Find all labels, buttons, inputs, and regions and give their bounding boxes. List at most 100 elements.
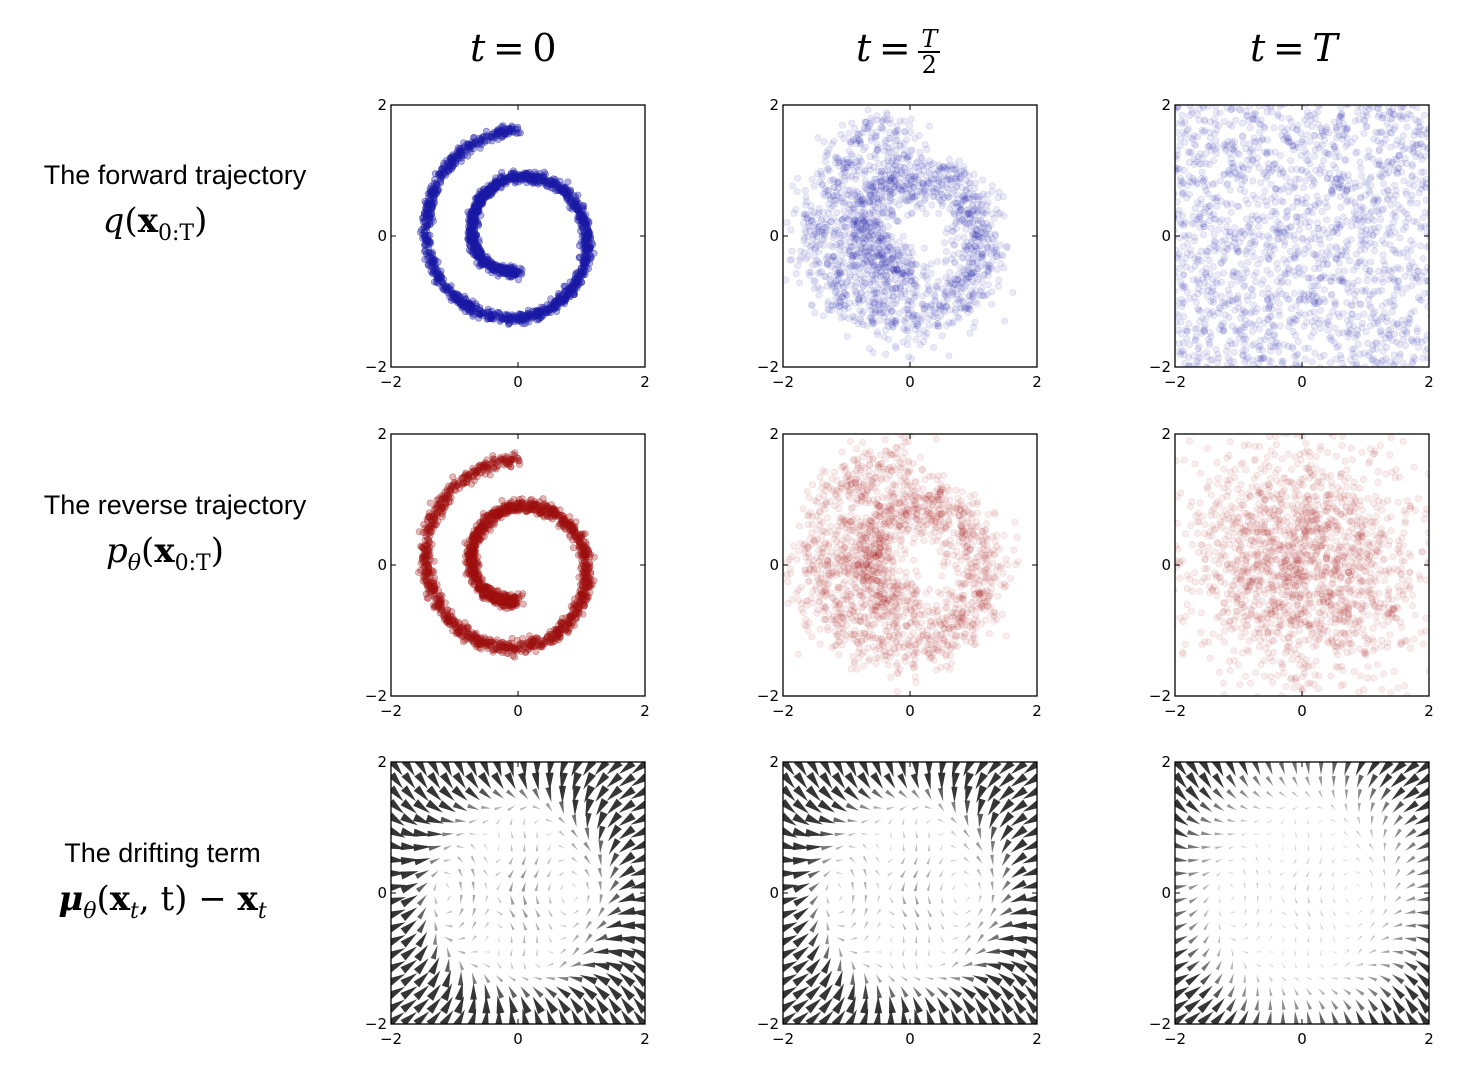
scatter-point bbox=[557, 299, 565, 307]
scatter-point bbox=[469, 225, 477, 233]
scatter-point bbox=[852, 217, 860, 225]
scatter-point bbox=[426, 188, 434, 196]
scatter-point bbox=[577, 212, 585, 220]
scatter-point bbox=[899, 338, 907, 346]
scatter-point bbox=[913, 311, 921, 319]
scatter-point bbox=[554, 296, 562, 304]
scatter-point bbox=[581, 243, 589, 251]
scatter-point bbox=[1398, 289, 1406, 297]
scatter-point bbox=[490, 181, 498, 189]
scatter-point bbox=[476, 199, 484, 207]
scatter-point bbox=[1287, 157, 1295, 165]
scatter-point bbox=[475, 221, 483, 229]
scatter-point bbox=[825, 261, 833, 269]
scatter-point bbox=[511, 176, 519, 184]
scatter-point bbox=[446, 154, 454, 162]
scatter-point bbox=[932, 179, 940, 187]
scatter-point bbox=[811, 309, 819, 317]
scatter-point bbox=[578, 232, 586, 240]
scatter-point bbox=[574, 213, 582, 221]
scatter-point bbox=[504, 174, 512, 182]
scatter-point bbox=[903, 314, 911, 322]
scatter-point bbox=[564, 291, 572, 299]
scatter-point bbox=[886, 170, 894, 178]
scatter-point bbox=[1337, 176, 1345, 184]
scatter-point bbox=[428, 199, 436, 207]
scatter-point bbox=[583, 258, 591, 266]
scatter-point bbox=[466, 230, 474, 238]
scatter-point bbox=[479, 258, 487, 266]
scatter-point bbox=[541, 180, 549, 188]
scatter-point bbox=[554, 303, 562, 311]
scatter-point bbox=[983, 207, 991, 215]
scatter-point bbox=[542, 179, 550, 187]
scatter-point bbox=[583, 216, 591, 224]
scatter-point bbox=[1292, 243, 1300, 251]
scatter-point bbox=[856, 307, 864, 315]
scatter-point bbox=[1362, 226, 1370, 234]
scatter-point bbox=[477, 195, 485, 203]
scatter-point bbox=[1300, 250, 1308, 258]
scatter-point bbox=[480, 193, 488, 201]
scatter-point bbox=[1278, 290, 1286, 298]
scatter-point bbox=[470, 241, 478, 249]
scatter-point bbox=[1231, 239, 1239, 247]
scatter-point bbox=[491, 185, 499, 193]
scatter-point bbox=[586, 234, 594, 242]
scatter-point bbox=[974, 220, 982, 228]
scatter-point bbox=[477, 246, 485, 254]
scatter-point bbox=[810, 182, 818, 190]
scatter-point bbox=[548, 302, 556, 310]
scatter-point bbox=[476, 306, 484, 314]
scatter-point bbox=[469, 229, 477, 237]
scatter-point bbox=[563, 194, 571, 202]
scatter-point bbox=[578, 271, 586, 279]
scatter-point bbox=[538, 306, 546, 314]
scatter-point bbox=[470, 206, 478, 214]
scatter-point bbox=[840, 258, 848, 266]
scatter-point bbox=[521, 319, 529, 327]
scatter-point bbox=[506, 263, 514, 271]
scatter-point bbox=[574, 268, 582, 276]
scatter-point bbox=[469, 297, 477, 305]
scatter-point bbox=[942, 274, 950, 282]
scatter-point bbox=[573, 205, 581, 213]
scatter-point bbox=[482, 260, 490, 268]
scatter-point bbox=[477, 254, 485, 262]
scatter-point bbox=[431, 187, 439, 195]
scatter-point bbox=[1371, 240, 1379, 248]
scatter-point bbox=[510, 265, 518, 273]
scatter-point bbox=[553, 303, 561, 311]
scatter-point bbox=[918, 292, 926, 300]
scatter-point bbox=[1367, 258, 1375, 266]
scatter-point bbox=[493, 177, 501, 185]
scatter-point bbox=[546, 301, 554, 309]
scatter-point bbox=[433, 274, 441, 282]
scatter-point bbox=[427, 188, 435, 196]
scatter-point bbox=[1235, 151, 1243, 159]
scatter-point bbox=[918, 300, 926, 308]
scatter-point bbox=[429, 191, 437, 199]
scatter-point bbox=[426, 201, 434, 209]
scatter-point bbox=[475, 207, 483, 215]
scatter-point bbox=[472, 140, 480, 148]
scatter-point bbox=[494, 136, 502, 144]
scatter-point bbox=[573, 197, 581, 205]
scatter-point bbox=[518, 171, 526, 179]
scatter-point bbox=[815, 291, 823, 299]
scatter-point bbox=[562, 183, 570, 191]
scatter-point bbox=[474, 203, 482, 211]
scatter-point bbox=[454, 144, 462, 152]
scatter-point bbox=[445, 163, 453, 171]
scatter-point bbox=[508, 128, 516, 136]
scatter-point bbox=[447, 282, 455, 290]
scatter-point bbox=[422, 231, 430, 239]
scatter-point bbox=[455, 297, 463, 305]
scatter-point bbox=[424, 221, 432, 229]
scatter-point bbox=[810, 285, 818, 293]
scatter-point bbox=[1009, 289, 1017, 297]
scatter-point bbox=[425, 244, 433, 252]
scatter-point bbox=[1206, 339, 1214, 347]
scatter-point bbox=[580, 237, 588, 245]
scatter-point bbox=[483, 132, 491, 140]
